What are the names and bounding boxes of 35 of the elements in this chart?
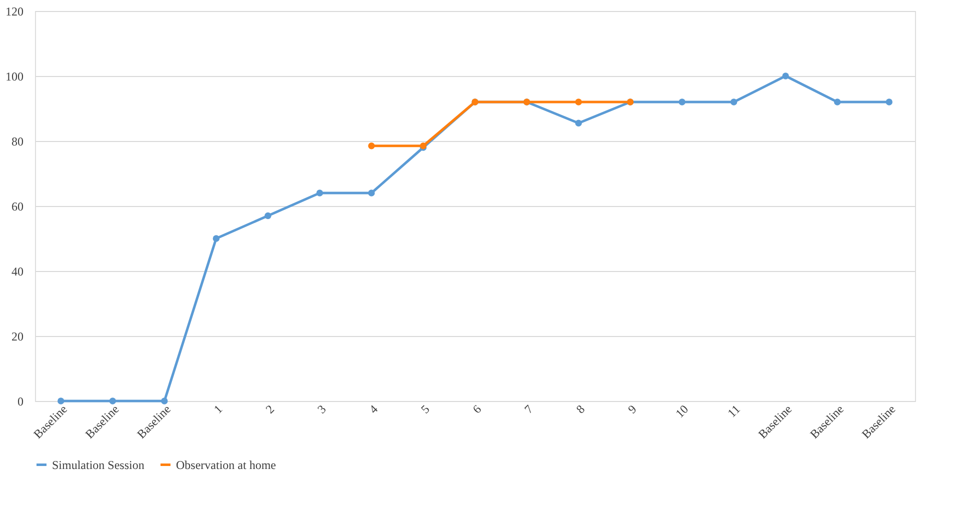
x-tick-label: 10 — [672, 402, 692, 420]
point — [575, 98, 582, 106]
y-tick-label: 80 — [12, 134, 24, 148]
point — [368, 190, 375, 196]
x-tick-label: 3 — [314, 402, 329, 416]
point — [58, 398, 64, 404]
point — [575, 120, 582, 126]
y-tick-label: 120 — [6, 4, 24, 18]
x-tick-label: 2 — [262, 402, 277, 416]
x-tick-label: 4 — [366, 402, 380, 416]
x-tick-label: 11 — [724, 402, 743, 420]
point — [212, 235, 220, 242]
y-tick-label: 100 — [6, 70, 24, 84]
x-tick-label: 7 — [522, 402, 536, 416]
point — [316, 190, 324, 196]
y-tick-label: 40 — [12, 264, 24, 278]
legend-label: Observation at home — [176, 458, 276, 472]
point — [678, 98, 686, 106]
y-tick-label: 0 — [18, 394, 24, 408]
point — [886, 98, 892, 106]
point — [161, 398, 168, 404]
x-tick-label: 8 — [573, 402, 588, 416]
point — [368, 142, 375, 150]
point — [730, 98, 738, 106]
legend-label: Simulation Session — [52, 458, 144, 472]
x-tick-label: 5 — [418, 402, 432, 416]
y-tick-label: 60 — [12, 200, 24, 214]
y-tick-label: 20 — [12, 330, 24, 344]
point — [109, 398, 116, 404]
x-tick-label: 6 — [470, 402, 484, 416]
x-tick-label: 1 — [211, 402, 226, 416]
point — [834, 98, 841, 106]
x-tick-label: 9 — [625, 402, 640, 416]
point — [782, 72, 789, 80]
point — [264, 212, 272, 220]
